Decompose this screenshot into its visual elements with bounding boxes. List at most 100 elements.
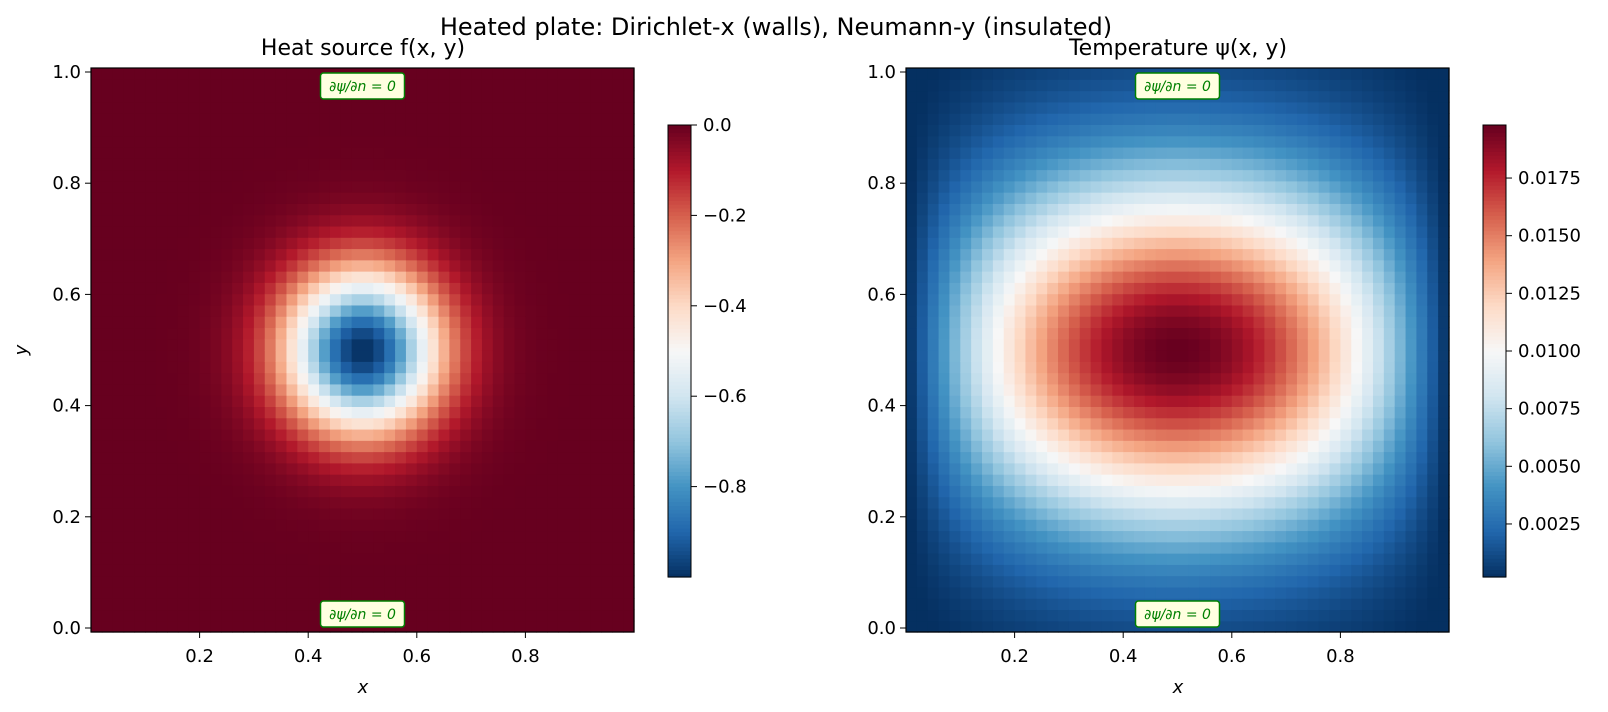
colorbar-segment (668, 456, 691, 461)
heatmap-cell (297, 586, 309, 599)
heatmap-cell (960, 519, 972, 532)
heatmap-cell (351, 553, 364, 565)
heatmap-cell (1036, 598, 1048, 611)
heatmap-cell (481, 564, 494, 577)
colorbar-segment (668, 546, 691, 552)
heatmap-cell (1090, 350, 1103, 362)
heatmap-cell (536, 158, 548, 171)
heatmap-cell (971, 620, 983, 633)
heatmap-cell (1101, 113, 1113, 125)
heatmap-cell (243, 609, 255, 622)
heatmap-cell (373, 282, 385, 295)
heatmap-cell (1351, 180, 1363, 193)
heatmap-cell (210, 598, 222, 611)
heatmap-cell (503, 485, 516, 498)
heatmap-cell (1090, 135, 1103, 148)
heatmap-cell (101, 135, 114, 148)
heatmap-cell (1318, 214, 1331, 227)
heatmap-cell (916, 474, 929, 486)
heatmap-cell (536, 259, 548, 272)
heatmap-cell (449, 372, 461, 385)
heatmap-cell (1188, 496, 1200, 509)
heatmap-cell (1372, 609, 1385, 622)
heatmap-cell (167, 180, 179, 193)
heatmap-cell (547, 451, 559, 464)
heatmap-cell (1101, 90, 1113, 103)
heatmap-cell (1264, 338, 1276, 351)
heatmap-cell (395, 316, 407, 329)
heatmap-cell (1307, 428, 1320, 441)
heatmap-cell (906, 383, 918, 396)
heatmap-cell (960, 474, 972, 486)
heatmap-cell (1253, 440, 1265, 453)
heatmap-cell (319, 440, 331, 453)
heatmap-cell (134, 541, 146, 554)
heatmap-cell (568, 451, 581, 464)
colorbar-segment (668, 520, 691, 525)
heatmap-cell (145, 271, 157, 283)
heatmap-cell (156, 440, 168, 453)
heatmap-cell (1362, 113, 1374, 125)
heatmap-cell (514, 350, 526, 362)
heatmap-cell (1351, 304, 1363, 317)
heatmap-cell (1058, 417, 1070, 430)
heatmap-cell (384, 192, 396, 204)
heatmap-cell (1264, 304, 1276, 317)
heatmap-cell (1134, 316, 1146, 329)
heatmap-cell (177, 496, 190, 509)
heatmap-cell (1286, 474, 1298, 486)
heatmap-cell (210, 237, 222, 250)
heatmap-cell (319, 316, 331, 329)
heatmap-cell (232, 586, 244, 599)
heatmap-cell (188, 586, 201, 599)
heatmap-cell (568, 304, 581, 317)
heatmap-cell (503, 575, 516, 588)
heatmap-cell (1058, 428, 1070, 441)
heatmap-cell (1286, 338, 1298, 351)
heatmap-cell (177, 564, 190, 577)
heatmap-cell (1340, 225, 1352, 238)
heatmap-cell (340, 225, 353, 238)
heatmap-cell (547, 338, 559, 351)
heatmap-cell (557, 428, 570, 441)
heatmap-cell (1090, 237, 1103, 250)
heatmap-cell (1101, 575, 1113, 588)
heatmap-cell (351, 383, 364, 396)
heatmap-cell (156, 327, 168, 340)
heatmap-cell (1220, 338, 1233, 351)
heatmap-cell (319, 530, 331, 543)
heatmap-cell (395, 519, 407, 532)
heatmap-cell (1286, 440, 1298, 453)
heatmap-cell (916, 620, 929, 633)
heatmap-cell (1036, 417, 1048, 430)
heatmap-cell (1383, 225, 1396, 238)
heatmap-cell (1090, 124, 1103, 137)
heatmap-cell (1362, 225, 1374, 238)
heatmap-cell (1112, 271, 1124, 283)
heatmap-cell (177, 553, 190, 565)
heatmap-cell (579, 383, 592, 396)
heatmap-cell (297, 361, 309, 374)
heatmap-cell (1220, 451, 1233, 464)
heatmap-cell (384, 553, 396, 565)
heatmap-cell (1220, 575, 1233, 588)
heatmap-cell (1047, 485, 1059, 498)
heatmap-cell (416, 361, 429, 374)
heatmap-cell (1362, 586, 1374, 599)
heatmap-cell (286, 598, 298, 611)
heatmap-cell (221, 293, 233, 306)
heatmap-cell (1047, 598, 1059, 611)
heatmap-cell (949, 564, 961, 577)
heatmap-cell (101, 530, 114, 543)
heatmap-cell (1231, 507, 1244, 520)
heatmap-cell (992, 259, 1005, 272)
heatmap-cell (623, 541, 635, 554)
heatmap-cell (1025, 598, 1037, 611)
heatmap-cell (1307, 417, 1320, 430)
heatmap-cell (1286, 462, 1298, 475)
heatmap-cell (1036, 68, 1048, 80)
heatmap-cell (1318, 586, 1331, 599)
heatmap-cell (253, 609, 266, 622)
heatmap-cell (1372, 180, 1385, 193)
heatmap-cell (1318, 146, 1331, 159)
